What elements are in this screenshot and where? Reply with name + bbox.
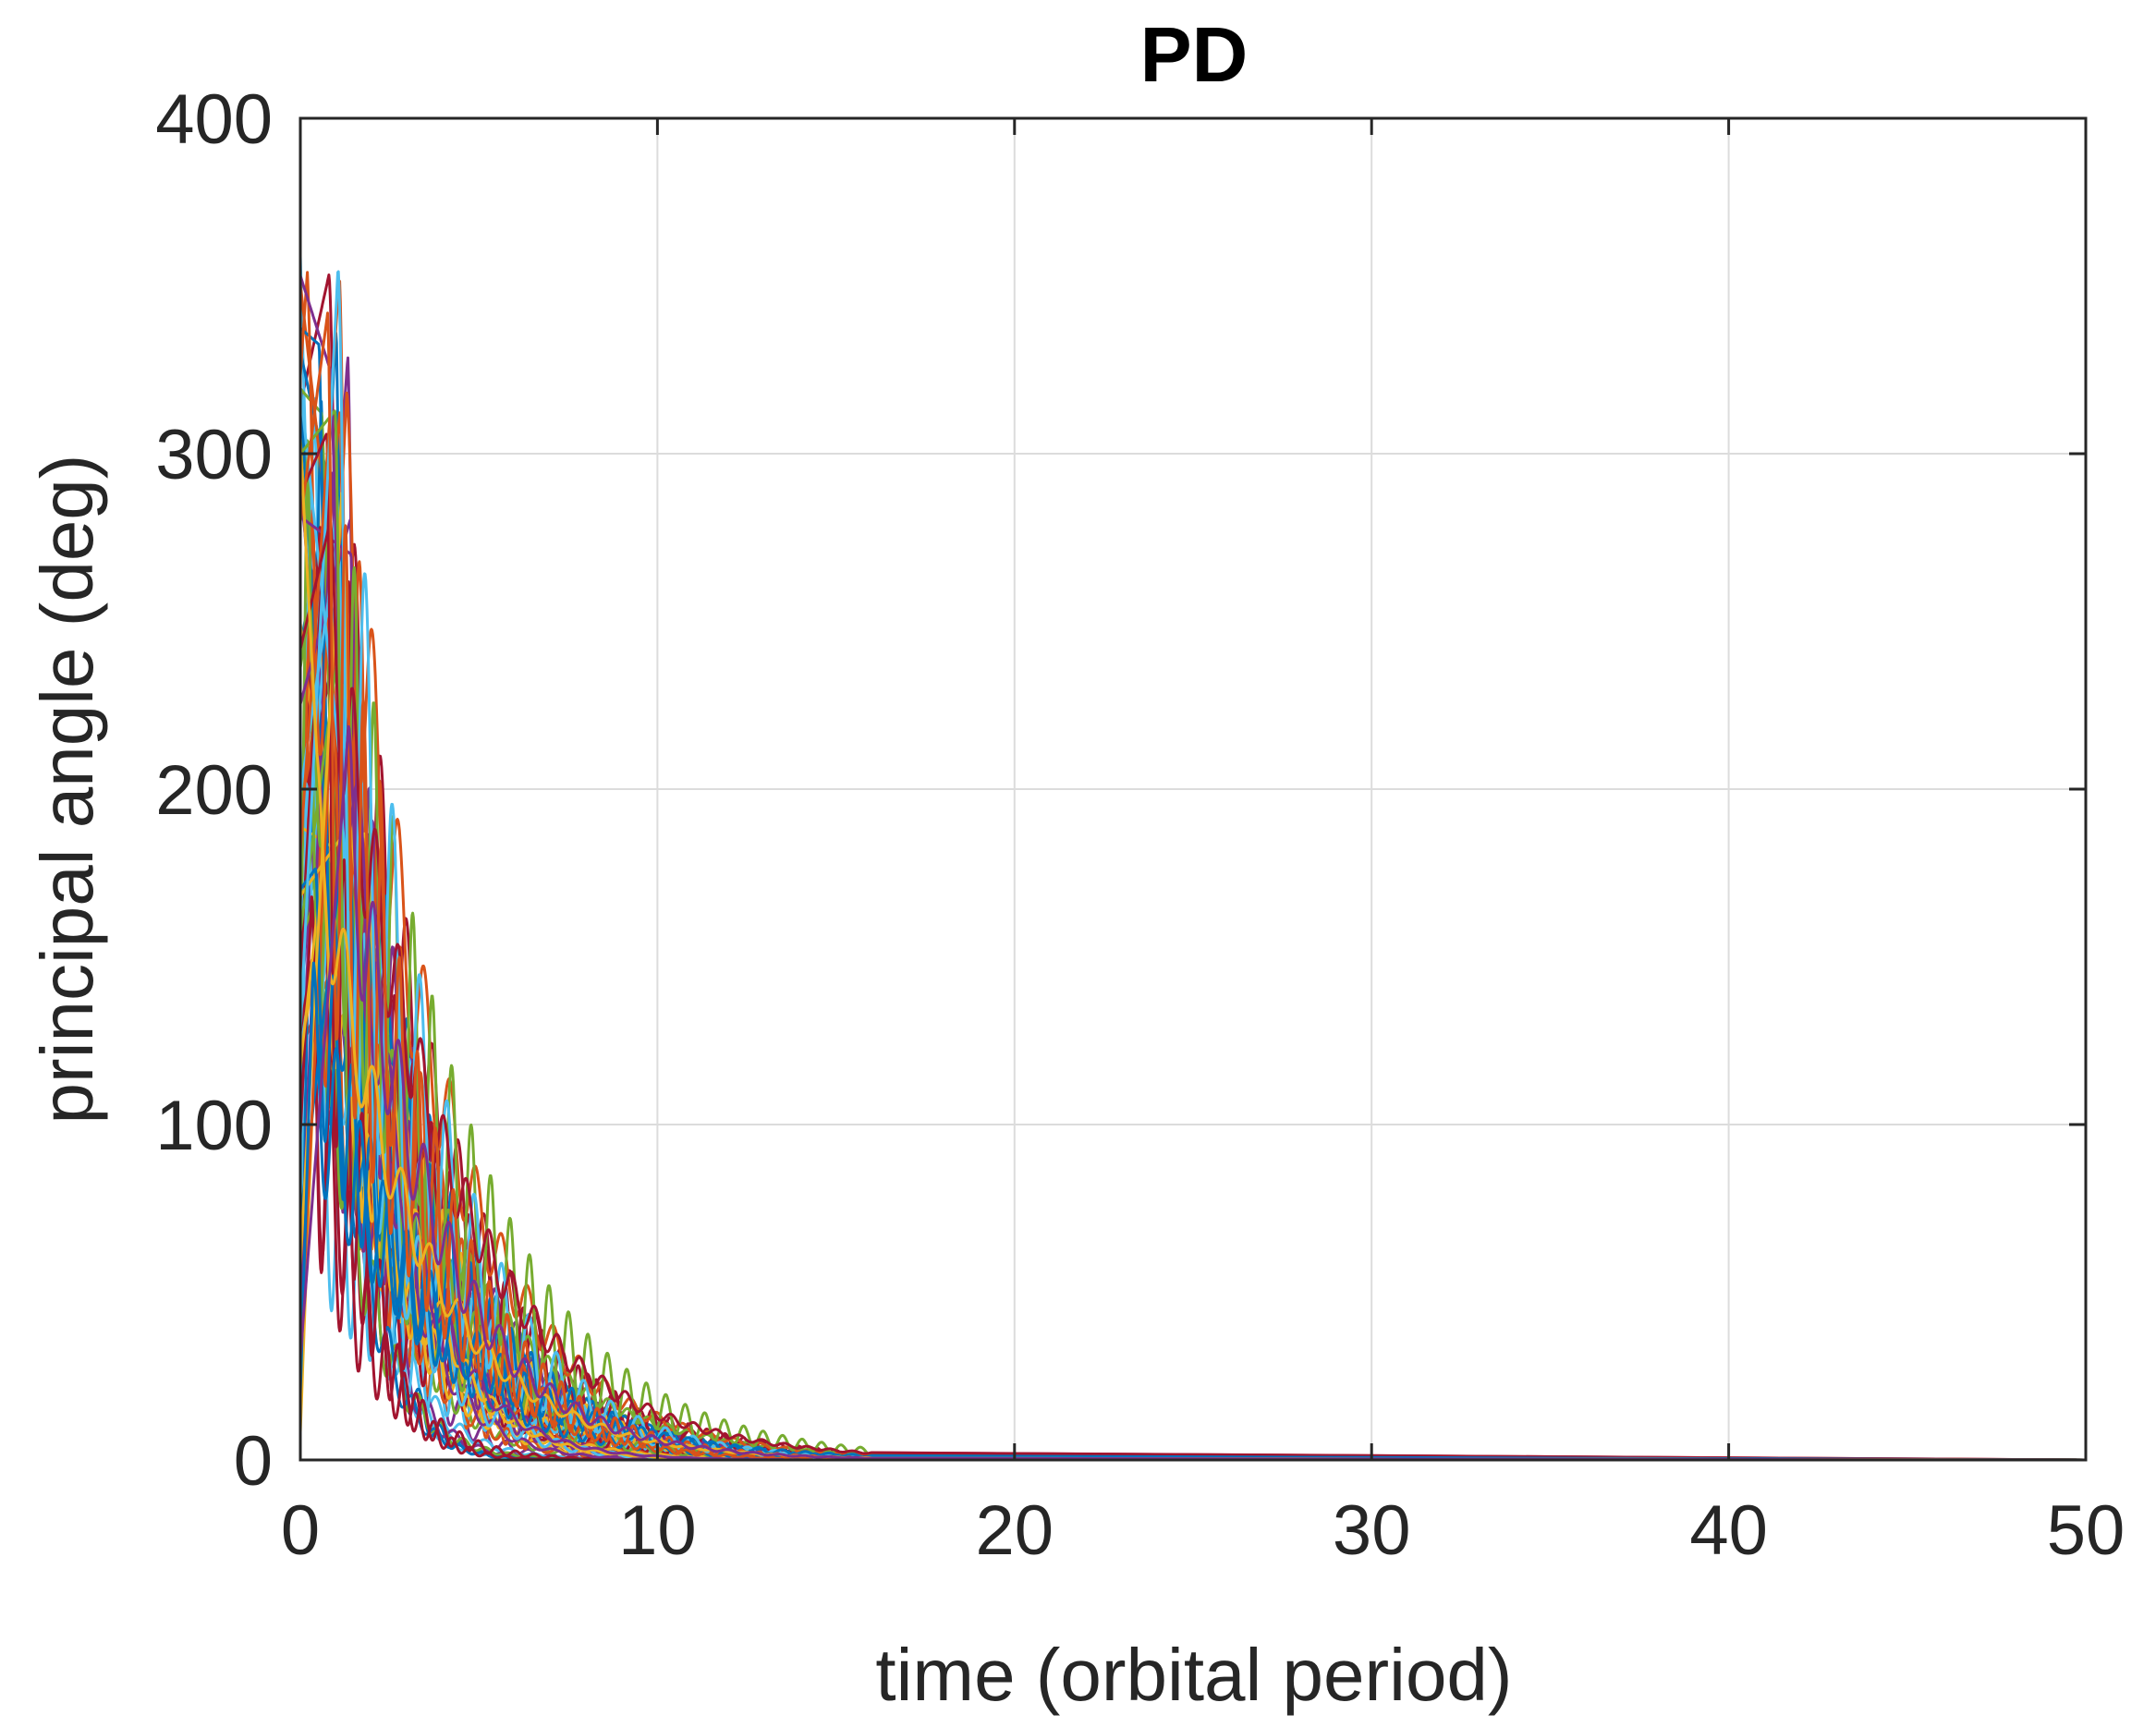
grid	[300, 118, 2086, 1460]
x-tick-label: 0	[281, 1491, 320, 1570]
x-tick-labels: 0 10 20 30 40 50	[281, 1491, 2125, 1570]
chart-title: PD	[1140, 11, 1249, 98]
y-tick-labels: 0 100 200 300 400	[155, 80, 273, 1501]
x-tick-label: 20	[976, 1491, 1054, 1570]
x-tick-label: 40	[1689, 1491, 1768, 1570]
y-tick-label: 300	[155, 416, 273, 494]
series-line	[298, 520, 2087, 1462]
y-tick-label: 400	[155, 80, 273, 159]
x-tick-label: 30	[1333, 1491, 1411, 1570]
x-tick-label: 10	[618, 1491, 697, 1570]
series-line	[298, 724, 2087, 1462]
y-tick-label: 0	[234, 1422, 273, 1501]
axes	[298, 116, 2088, 1462]
x-tick-label: 50	[2047, 1491, 2126, 1570]
x-axis-label: time (orbital period)	[875, 1634, 1512, 1716]
y-tick-label: 200	[155, 751, 273, 830]
series-line	[298, 867, 2087, 1462]
y-axis-label: principal angle (deg)	[26, 455, 108, 1125]
y-tick-label: 100	[155, 1087, 273, 1165]
